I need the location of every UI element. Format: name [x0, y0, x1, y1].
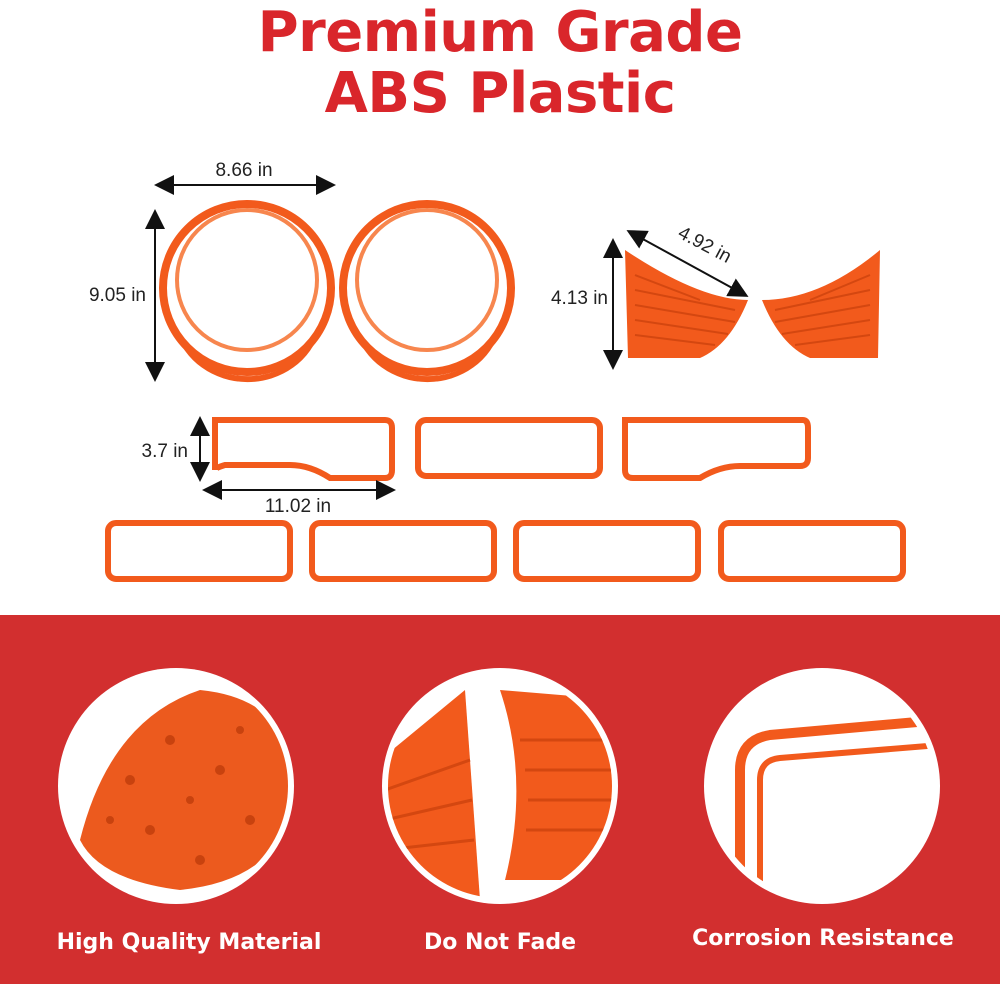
ring-width-label: 8.66 in: [215, 160, 272, 181]
pellets-image: [58, 668, 294, 904]
product-diagram: 8.66 in 9.05 in 4.92 in 4.13 in 3.7 in 1…: [89, 160, 906, 582]
frames-row-1: [212, 417, 811, 481]
panel-height-label: 4.13 in: [551, 288, 608, 309]
frame-width-label: 11.02 in: [265, 496, 331, 517]
ring-height-label: 9.05 in: [89, 285, 146, 306]
panels-closeup-image: [382, 668, 618, 904]
title-line-2: ABS Plastic: [324, 61, 676, 126]
panel-right: [762, 250, 880, 358]
feature-label-fade: Do Not Fade: [424, 930, 576, 955]
feature-label-quality: High Quality Material: [56, 930, 322, 955]
frame-height-label: 3.7 in: [142, 441, 188, 462]
title-line-1: Premium Grade: [257, 0, 743, 65]
panel-left: [625, 250, 748, 358]
feature-label-corrosion: Corrosion Resistance: [692, 926, 954, 951]
ring-right: [339, 200, 515, 383]
features-band: [0, 615, 1000, 984]
frames-row-2: [105, 520, 906, 582]
ring-left: [159, 200, 335, 383]
frame-closeup-image: [704, 668, 940, 904]
